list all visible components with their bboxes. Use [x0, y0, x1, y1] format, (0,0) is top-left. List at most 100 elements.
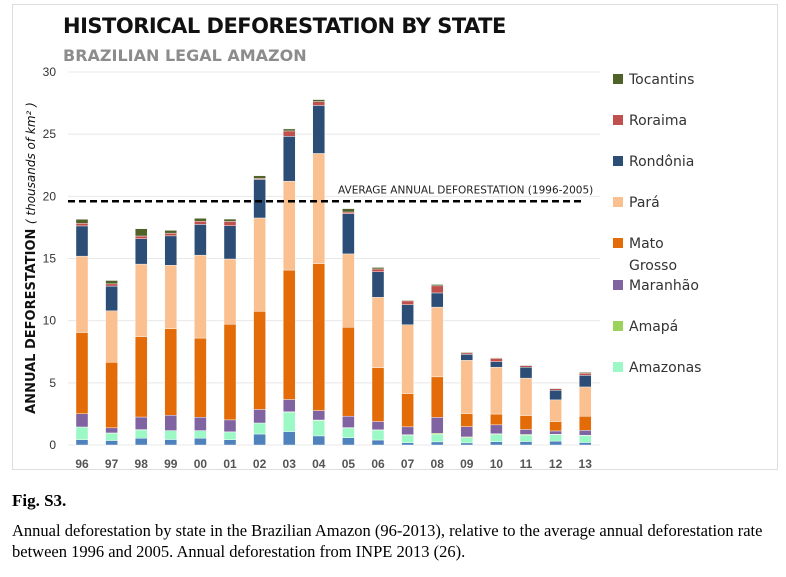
bar-segment-mato-grosso — [105, 362, 118, 429]
bar-segment-unnamed — [579, 442, 592, 446]
bar-segment-unnamed — [401, 442, 414, 446]
y-tick-label: 15 — [43, 252, 57, 266]
bar-segment-rondônia — [75, 225, 89, 257]
legend-label: Pará — [629, 195, 660, 211]
bar-segment-amazonas — [75, 426, 89, 440]
bar-segment-maranhão — [371, 421, 385, 431]
bar-segment-rondônia — [312, 105, 325, 154]
bar-segment-amazonas — [519, 435, 533, 442]
bar-segment-mato-grosso — [134, 336, 148, 418]
bar-segment-maranhão — [312, 410, 325, 421]
bar-segment-pará — [431, 306, 444, 378]
bar-segment-amazonas — [401, 434, 414, 443]
y-tick-label: 30 — [43, 65, 57, 79]
bar-segment-tocantins — [164, 230, 178, 234]
bar-segment-rondônia — [549, 390, 562, 401]
bar-segment-mato-grosso — [371, 367, 385, 422]
x-tick-label: 04 — [312, 457, 326, 471]
x-tick-label: 07 — [401, 457, 415, 471]
y-tick-label: 10 — [43, 314, 57, 328]
bar-segment-maranhão — [519, 429, 533, 435]
bar-segment-amazonas — [490, 434, 503, 442]
bar-segment-amazonas — [105, 432, 118, 441]
bar-segment-pará — [519, 377, 533, 416]
bar-segment-maranhão — [105, 427, 118, 434]
reference-line-label: AVERAGE ANNUAL DEFORESTATION (1996-2005) — [338, 184, 593, 196]
bar-segment-unnamed — [431, 441, 444, 446]
bar-segment-amazonas — [253, 422, 266, 435]
bar-segment-mato-grosso — [519, 415, 533, 430]
bar-segment-pará — [371, 297, 385, 368]
bar-segment-amazonas — [460, 437, 473, 444]
bar-segment-roraima — [164, 232, 178, 237]
legend-label: Rondônia — [629, 154, 694, 170]
legend-swatch — [613, 156, 623, 166]
bar-segment-roraima — [194, 221, 207, 225]
x-tick-label: 97 — [105, 457, 119, 471]
bar-segment-unnamed — [253, 433, 266, 446]
bar-segment-amazonas — [134, 429, 148, 439]
x-tick-label: 96 — [75, 457, 89, 471]
bar-segment-mato-grosso — [431, 376, 444, 418]
bar-segment-maranhão — [490, 424, 503, 434]
bar-segment-unnamed — [490, 441, 503, 446]
bar-segment-mato-grosso — [460, 413, 473, 427]
bar-segment-unnamed — [460, 442, 473, 446]
bar-segment-mato-grosso — [253, 311, 266, 410]
y-tick-label: 25 — [43, 127, 57, 141]
bar-segment-rondônia — [519, 367, 533, 379]
bar-segment-roraima — [371, 268, 385, 273]
chart-subtitle: BRAZILIAN LEGAL AMAZON — [63, 46, 307, 65]
legend-label: Mato — [629, 236, 664, 252]
x-tick-label: 08 — [431, 457, 445, 471]
bar-segment-tocantins — [134, 228, 148, 237]
bar-segment-tocantins — [253, 175, 266, 179]
bar-segment-roraima — [105, 283, 118, 287]
bar-segment-mato-grosso — [75, 332, 89, 414]
bar-segment-mato-grosso — [312, 263, 325, 411]
bar-segment-amazonas — [312, 420, 325, 437]
bar-segment-amazonas — [223, 431, 237, 440]
bar-segment-mato-grosso — [579, 415, 592, 431]
bar-segment-rondônia — [371, 271, 385, 298]
bar-segment-rondônia — [283, 136, 296, 182]
bar-segment-amazonas — [549, 434, 562, 442]
bar-segment-amazonas — [431, 434, 444, 443]
bar-segment-maranhão — [579, 430, 592, 436]
bar-segment-tocantins — [549, 387, 562, 390]
bar-segment-rondônia — [579, 375, 592, 388]
bar-segment-maranhão — [134, 416, 148, 430]
bar-segment-rondônia — [223, 225, 237, 260]
bar-segment-mato-grosso — [223, 323, 237, 421]
bar-segment-maranhão — [431, 417, 444, 434]
bar-segment-rondônia — [253, 179, 266, 219]
bar-segment-pará — [194, 254, 207, 339]
legend-swatch — [613, 362, 623, 372]
legend-swatch — [613, 74, 623, 84]
bar-segment-pará — [134, 263, 148, 337]
bar-segment-rondônia — [490, 361, 503, 368]
bar-segment-pará — [549, 399, 562, 422]
x-tick-label: 02 — [253, 457, 267, 471]
bar-segment-amazonas — [283, 411, 296, 432]
bar-segment-tocantins — [312, 99, 325, 102]
legend-label: Amazonas — [629, 360, 701, 376]
x-tick-label: 11 — [520, 457, 533, 471]
bar-segment-mato-grosso — [549, 421, 562, 432]
bar-segment-roraima — [283, 130, 296, 137]
bar-segment-unnamed — [164, 439, 178, 446]
bar-segment-tocantins — [342, 208, 355, 213]
bar-segment-rondônia — [431, 292, 444, 308]
bar-segment-unnamed — [194, 437, 207, 446]
bar-segment-tocantins — [460, 351, 473, 354]
bar-segment-tocantins — [223, 218, 237, 222]
bar-segment-roraima — [460, 352, 473, 355]
legend-swatch — [613, 197, 623, 207]
bar-segment-unnamed — [105, 440, 118, 446]
legend-swatch — [613, 238, 623, 248]
bar-segment-unnamed — [283, 431, 296, 446]
bar-segment-roraima — [401, 300, 414, 305]
bar-segment-pará — [579, 386, 592, 417]
x-tick-label: 13 — [579, 457, 593, 471]
